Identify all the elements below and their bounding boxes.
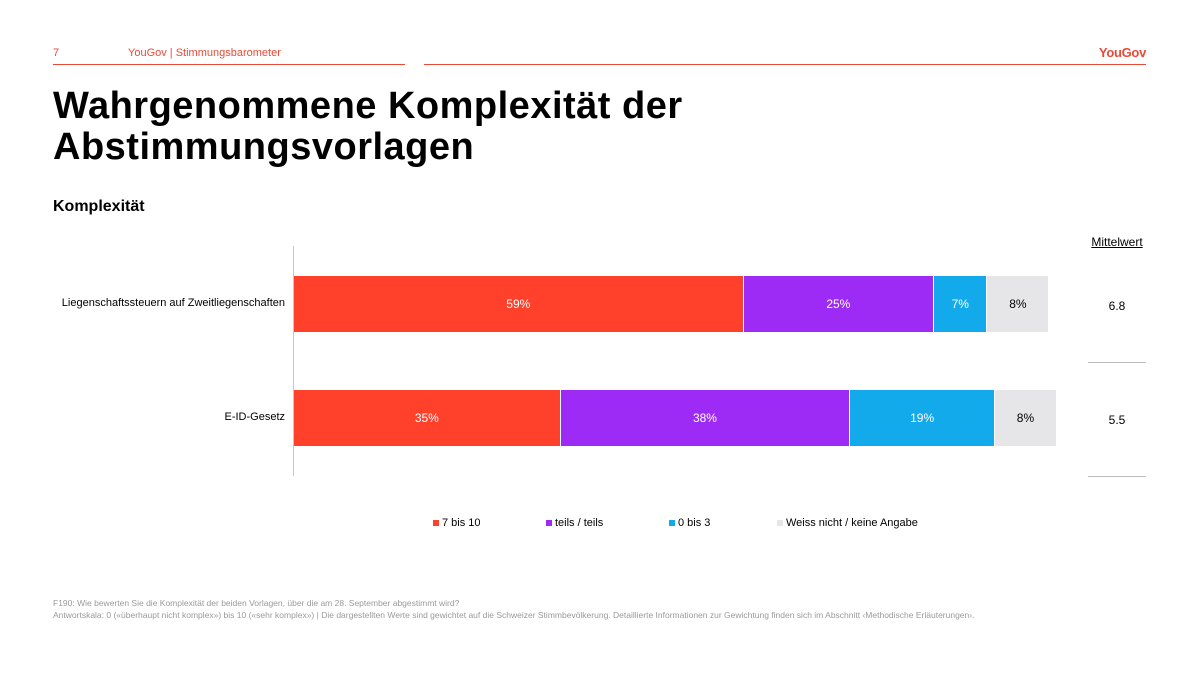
header-section-title: YouGov | Stimmungsbarometer [128, 47, 281, 59]
legend-swatch [777, 520, 783, 526]
legend-label: 7 bis 10 [442, 517, 481, 529]
header-divider-left [53, 64, 405, 65]
mean-column-header: Mittelwert [1091, 235, 1143, 249]
category-label: Liegenschaftssteuern auf Zweitliegenscha… [61, 297, 285, 309]
bar-segment: 8% [987, 276, 1049, 332]
chart-legend: 7 bis 10 teils / teils 0 bis 3 Weiss nicht … [0, 517, 1200, 531]
footnote-question: F190: Wie bewerten Sie die Komplexität d… [53, 598, 460, 608]
legend-label: 0 bis 3 [678, 517, 711, 529]
legend-item: 0 bis 3 [669, 517, 710, 529]
yougov-logo: YouGov [1098, 45, 1146, 60]
legend-swatch [546, 520, 552, 526]
mean-value: 5.5 [1108, 413, 1126, 427]
legend-label: Weiss nicht / keine Angabe [786, 517, 918, 529]
mean-divider [1088, 476, 1146, 477]
footnote-scale: Antwortskala: 0 («überhaupt nicht komple… [53, 610, 975, 620]
legend-item: 7 bis 10 [433, 517, 481, 529]
legend-item: teils / teils [546, 517, 603, 529]
page-title: Wahrgenommene Komplexität der Abstimmung… [53, 85, 683, 168]
stacked-bar: 35% 38% 19% 8% [294, 390, 1056, 446]
stacked-bar: 59% 25% 7% 8% [294, 276, 1056, 332]
page-number: 7 [53, 47, 60, 59]
legend-swatch [433, 520, 439, 526]
bar-segment: 8% [995, 390, 1056, 446]
bar-segment: 19% [850, 390, 995, 446]
bar-segment: 25% [743, 276, 935, 332]
chart-subtitle: Komplexität [53, 198, 145, 215]
category-axis-line [293, 246, 294, 476]
mean-divider [1088, 362, 1146, 363]
bar-segment: 38% [560, 390, 851, 446]
bar-segment: 59% [294, 276, 744, 332]
category-label: E-ID-Gesetz [224, 411, 285, 423]
bar-segment: 35% [294, 390, 561, 446]
mean-value: 6.8 [1108, 299, 1126, 313]
legend-label: teils / teils [555, 517, 604, 529]
legend-swatch [669, 520, 675, 526]
header-divider-right [424, 64, 1146, 65]
bar-segment: 7% [934, 276, 988, 332]
legend-item: Weiss nicht / keine Angabe [777, 517, 918, 529]
